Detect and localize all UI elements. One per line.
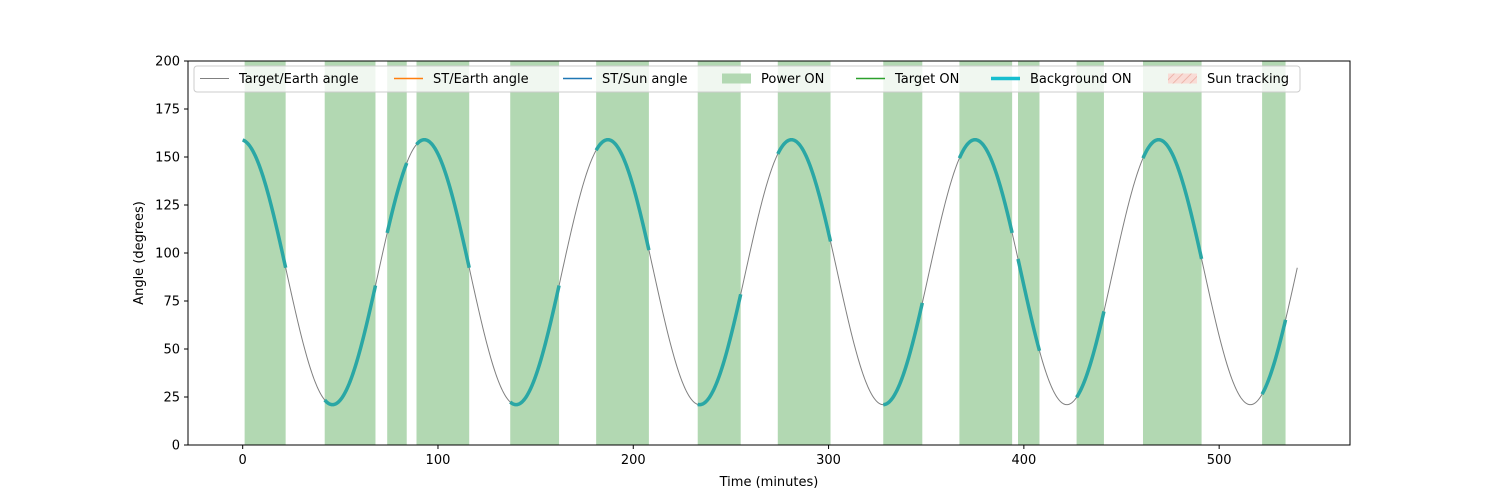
legend-label: ST/Earth angle [433, 72, 529, 87]
legend-swatch [722, 73, 751, 84]
series-lines [242, 137, 1298, 407]
background-on-segment-0 [242, 138, 288, 269]
x-tick-label: 100 [426, 453, 451, 468]
x-tick-label: 300 [816, 453, 841, 468]
power-on-band-10 [1018, 61, 1040, 445]
background-on-segment-1 [323, 285, 378, 407]
background-on-segment-8 [883, 302, 925, 407]
y-tick-label: 75 [163, 295, 180, 310]
power-on-band-9 [959, 61, 1013, 445]
power-on-band-0 [244, 61, 286, 445]
x-tick-label: 500 [1207, 453, 1232, 468]
power-on-band-4 [510, 61, 560, 445]
background-on-segment-12 [1141, 137, 1204, 260]
y-tick-label: 200 [155, 55, 180, 70]
background-on-segment-6 [697, 293, 743, 407]
y-tick-label: 125 [155, 199, 180, 214]
legend-label: Sun tracking [1207, 72, 1289, 87]
x-tick-label: 0 [239, 453, 247, 468]
background-on-segment-3 [415, 137, 471, 269]
power-on-band-12 [1142, 61, 1202, 445]
legend-label: Target ON [894, 72, 959, 87]
power-on-band-5 [596, 61, 649, 445]
power-on-band-6 [697, 61, 741, 445]
background-on-segment-7 [776, 137, 833, 242]
background-on-segment-9 [957, 137, 1014, 234]
background-on-segment-13 [1260, 319, 1288, 396]
background-on-segment-4 [509, 285, 561, 407]
background-on-segment-2 [385, 162, 409, 234]
background-on-segment-5 [594, 137, 651, 251]
x-tick-label: 200 [621, 453, 646, 468]
y-tick-label: 100 [155, 247, 180, 262]
legend-label: ST/Sun angle [602, 72, 688, 87]
y-tick-label: 150 [155, 151, 180, 166]
power-on-band-11 [1076, 61, 1104, 445]
y-tick-label: 25 [163, 391, 180, 406]
background-on-segment-10 [1016, 258, 1042, 352]
legend-label: Background ON [1030, 72, 1132, 87]
legend-label: Power ON [761, 72, 824, 87]
background-on-segment-11 [1075, 311, 1106, 399]
y-tick-label: 50 [163, 343, 180, 358]
power-on-band-3 [416, 61, 470, 445]
y-tick-label: 175 [155, 103, 180, 118]
x-axis-label: Time (minutes) [719, 475, 819, 490]
legend-label: Target/Earth angle [238, 72, 359, 87]
x-axis: 0 100 200 300 400 500 [239, 445, 1232, 468]
y-axis-label: Angle (degrees) [132, 201, 147, 305]
power-on-bands [244, 61, 1286, 445]
x-tick-label: 400 [1011, 453, 1036, 468]
y-axis: 0 25 50 75 100 125 150 175 200 [155, 55, 188, 454]
legend-swatch [1168, 73, 1197, 84]
y-tick-label: 0 [172, 439, 180, 454]
power-on-band-2 [387, 61, 407, 445]
power-on-band-7 [777, 61, 831, 445]
power-on-band-8 [883, 61, 923, 445]
power-on-band-1 [324, 61, 376, 445]
legend: Target/Earth angle ST/Earth angle ST/Sun a… [193, 65, 1301, 93]
